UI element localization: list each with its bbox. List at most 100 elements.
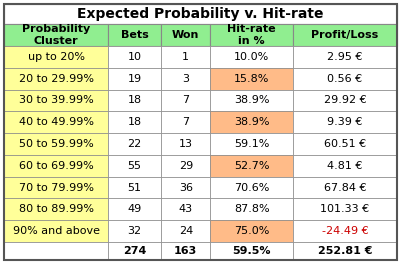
Text: 29.92 €: 29.92 € (324, 96, 366, 105)
Bar (161, 111, 211, 133)
Bar (4, 155, 108, 177)
Text: -24.49 €: -24.49 € (322, 226, 368, 236)
Text: 38.9%: 38.9% (234, 96, 269, 105)
Bar (108, 242, 161, 260)
Text: 29: 29 (178, 161, 193, 171)
Bar (108, 68, 161, 89)
Bar (108, 133, 161, 155)
Text: 10: 10 (128, 52, 142, 62)
Text: 13: 13 (179, 139, 193, 149)
Text: 38.9%: 38.9% (234, 117, 269, 127)
Text: 32: 32 (128, 226, 142, 236)
Text: Bets: Bets (121, 30, 148, 40)
Text: 18: 18 (128, 117, 142, 127)
Text: 22: 22 (128, 139, 142, 149)
Text: 59.5%: 59.5% (232, 246, 271, 256)
Bar (293, 242, 397, 260)
Text: 30 to 39.99%: 30 to 39.99% (19, 96, 93, 105)
Text: 3: 3 (182, 74, 189, 84)
Bar (211, 220, 293, 242)
Bar (293, 199, 397, 220)
Text: 19: 19 (128, 74, 142, 84)
Text: 43: 43 (179, 204, 193, 214)
Bar (4, 220, 108, 242)
Text: 2.95 €: 2.95 € (327, 52, 363, 62)
Bar (108, 199, 161, 220)
Text: 7: 7 (182, 96, 189, 105)
Text: Profit/Loss: Profit/Loss (311, 30, 379, 40)
Bar (4, 46, 108, 68)
Bar (4, 4, 397, 24)
Text: up to 20%: up to 20% (28, 52, 85, 62)
Bar (293, 89, 397, 111)
Text: Won: Won (172, 30, 199, 40)
Text: 80 to 89.99%: 80 to 89.99% (18, 204, 93, 214)
Text: 4.81 €: 4.81 € (327, 161, 363, 171)
Bar (108, 177, 161, 199)
Text: 67.84 €: 67.84 € (324, 182, 366, 192)
Bar (161, 24, 211, 46)
Bar (211, 68, 293, 89)
Text: 70.6%: 70.6% (234, 182, 269, 192)
Text: 51: 51 (128, 182, 142, 192)
Bar (4, 111, 108, 133)
Bar (108, 220, 161, 242)
Text: 59.1%: 59.1% (234, 139, 269, 149)
Bar (161, 68, 211, 89)
Bar (4, 89, 108, 111)
Bar (161, 46, 211, 68)
Text: 49: 49 (128, 204, 142, 214)
Text: 0.56 €: 0.56 € (327, 74, 363, 84)
Text: 101.33 €: 101.33 € (320, 204, 369, 214)
Text: 87.8%: 87.8% (234, 204, 269, 214)
Bar (211, 155, 293, 177)
Bar (211, 133, 293, 155)
Bar (293, 24, 397, 46)
Text: 60.51 €: 60.51 € (324, 139, 366, 149)
Bar (4, 177, 108, 199)
Text: 10.0%: 10.0% (234, 52, 269, 62)
Text: 7: 7 (182, 117, 189, 127)
Bar (108, 111, 161, 133)
Bar (161, 177, 211, 199)
Text: 70 to 79.99%: 70 to 79.99% (18, 182, 93, 192)
Text: 36: 36 (179, 182, 193, 192)
Text: 24: 24 (178, 226, 193, 236)
Bar (293, 68, 397, 89)
Bar (161, 199, 211, 220)
Bar (4, 24, 108, 46)
Bar (4, 242, 108, 260)
Text: 75.0%: 75.0% (234, 226, 269, 236)
Bar (161, 220, 211, 242)
Text: 55: 55 (128, 161, 142, 171)
Text: 40 to 49.99%: 40 to 49.99% (18, 117, 93, 127)
Bar (211, 177, 293, 199)
Text: 18: 18 (128, 96, 142, 105)
Bar (4, 199, 108, 220)
Bar (211, 199, 293, 220)
Text: Probability
Cluster: Probability Cluster (22, 24, 90, 46)
Bar (293, 220, 397, 242)
Text: 163: 163 (174, 246, 197, 256)
Bar (161, 89, 211, 111)
Text: 52.7%: 52.7% (234, 161, 269, 171)
Text: 15.8%: 15.8% (234, 74, 269, 84)
Bar (108, 24, 161, 46)
Bar (108, 89, 161, 111)
Bar (293, 177, 397, 199)
Bar (161, 155, 211, 177)
Bar (4, 133, 108, 155)
Text: 60 to 69.99%: 60 to 69.99% (19, 161, 93, 171)
Text: 90% and above: 90% and above (12, 226, 99, 236)
Bar (211, 111, 293, 133)
Bar (211, 24, 293, 46)
Bar (108, 46, 161, 68)
Text: Expected Probability v. Hit-rate: Expected Probability v. Hit-rate (77, 7, 324, 21)
Bar (211, 89, 293, 111)
Text: 1: 1 (182, 52, 189, 62)
Text: Hit-rate
in %: Hit-rate in % (227, 24, 276, 46)
Bar (293, 46, 397, 68)
Text: 274: 274 (123, 246, 146, 256)
Bar (211, 46, 293, 68)
Text: 50 to 59.99%: 50 to 59.99% (19, 139, 93, 149)
